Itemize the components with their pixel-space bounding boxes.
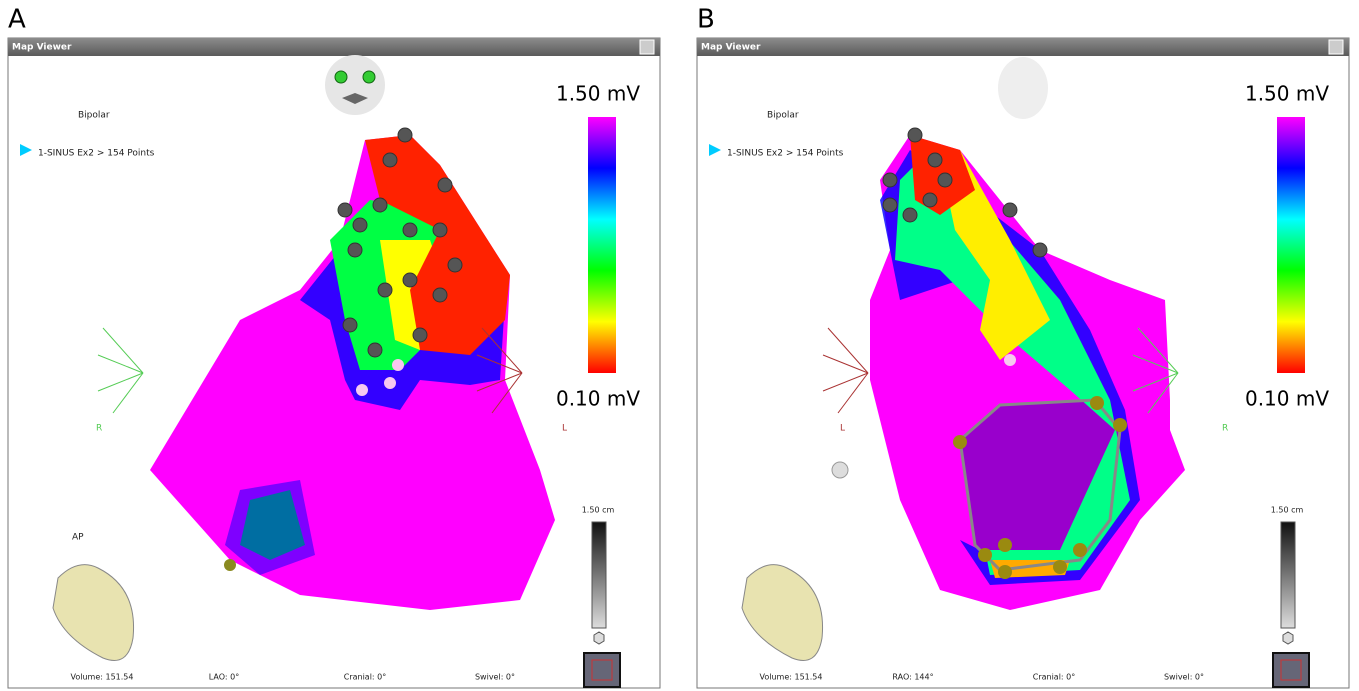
status-text: RAO: 144° xyxy=(892,673,933,682)
eye xyxy=(335,71,347,83)
color-bar xyxy=(588,117,616,373)
map-type: Bipolar xyxy=(767,111,799,121)
view-button[interactable] xyxy=(1273,653,1309,687)
status-text: Cranial: 0° xyxy=(344,673,387,682)
panel-label: B xyxy=(697,5,715,35)
status-text: Cranial: 0° xyxy=(1033,673,1076,682)
status-text: Volume: 151.54 xyxy=(760,673,823,682)
window-title: Map Viewer xyxy=(12,43,72,53)
status-text: Swivel: 0° xyxy=(475,673,515,682)
view-button[interactable] xyxy=(584,653,620,687)
ruler-label: 1.50 cm xyxy=(1271,506,1304,515)
panel-label: A xyxy=(8,5,26,35)
axis-label: L xyxy=(562,424,567,434)
maximize-button[interactable] xyxy=(640,40,654,54)
color-bar xyxy=(1277,117,1305,373)
scale-max: 1.50 mV xyxy=(1245,82,1329,106)
scale-min: 0.10 mV xyxy=(1245,387,1329,411)
eye xyxy=(363,71,375,83)
scale-max: 1.50 mV xyxy=(556,82,640,106)
ruler xyxy=(592,522,606,628)
figure: A Map Viewer Bipolar 1-SINUS Ex2 > 154 Poin… xyxy=(0,0,1359,691)
orientation-head xyxy=(998,57,1048,119)
reset-icon[interactable] xyxy=(594,632,604,644)
status-text: Swivel: 0° xyxy=(1164,673,1204,682)
axis-label: R xyxy=(96,424,102,434)
ruler xyxy=(1281,522,1295,628)
maximize-button[interactable] xyxy=(1329,40,1343,54)
map-name: 1-SINUS Ex2 > 154 Points xyxy=(38,149,155,159)
axis-label: L xyxy=(840,424,845,434)
title-bar xyxy=(697,38,1349,56)
status-text: LAO: 0° xyxy=(209,673,239,682)
reset-icon[interactable] xyxy=(1283,632,1293,644)
status-text: Volume: 151.54 xyxy=(71,673,134,682)
map-name: 1-SINUS Ex2 > 154 Points xyxy=(727,149,844,159)
window-title: Map Viewer xyxy=(701,43,761,53)
axis-label: R xyxy=(1222,424,1228,434)
orientation-head xyxy=(325,55,385,115)
title-bar xyxy=(8,38,660,56)
ruler-label: 1.50 cm xyxy=(582,506,615,515)
scale-min: 0.10 mV xyxy=(556,387,640,411)
view-label: AP xyxy=(72,533,84,543)
map-type: Bipolar xyxy=(78,111,110,121)
